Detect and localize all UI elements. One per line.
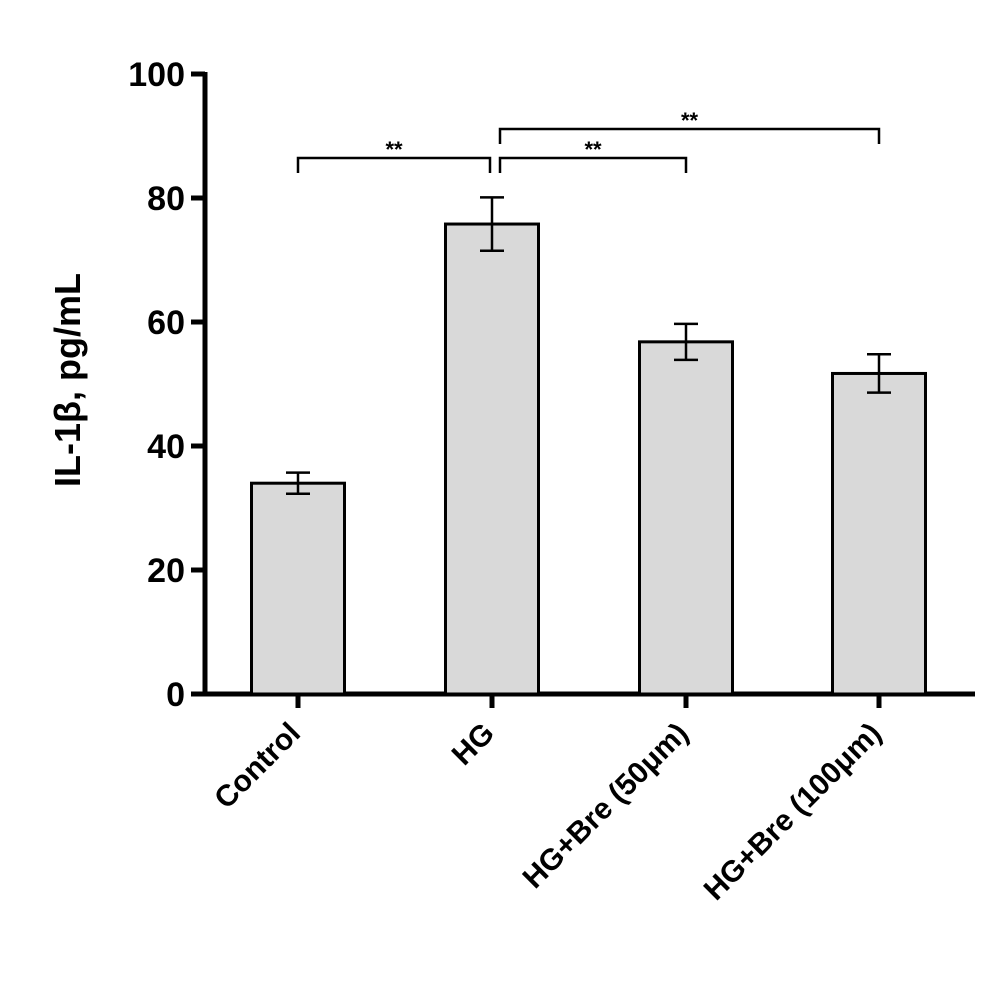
y-axis-title: IL-1β, pg/mL <box>47 273 88 487</box>
y-tick-label: 100 <box>128 56 185 94</box>
bar <box>250 481 346 696</box>
y-tick-label: 60 <box>147 304 185 342</box>
significance-label: ** <box>385 137 403 162</box>
error-bar <box>286 471 310 495</box>
error-bars <box>286 196 891 495</box>
error-bar <box>867 352 891 394</box>
y-tick-label: 20 <box>147 552 185 590</box>
bar <box>638 340 734 696</box>
significance-label: ** <box>681 108 699 133</box>
significance-label: ** <box>584 137 602 162</box>
y-tick-label: 0 <box>166 676 185 714</box>
y-tick-label: 40 <box>147 428 185 466</box>
bar <box>444 222 540 696</box>
error-bar <box>480 196 504 252</box>
bars <box>250 222 927 696</box>
y-tick-label: 80 <box>147 180 185 218</box>
bar <box>831 371 927 696</box>
significance-bracket: ** <box>296 137 492 173</box>
x-axis: Control HG HG+Bre (50μm) HG+Bre (100μm) <box>203 691 975 907</box>
error-bar <box>674 322 698 362</box>
y-axis: 0 20 40 60 80 100 <box>128 56 208 714</box>
x-category-label: HG <box>446 717 501 772</box>
significance-brackets: ** ** ** <box>296 108 881 173</box>
significance-bracket: ** <box>498 137 688 173</box>
x-category-label: HG+Bre (100μm) <box>698 717 888 907</box>
x-category-label: Control <box>208 717 307 816</box>
significance-bracket: ** <box>498 108 881 144</box>
x-category-label: HG+Bre (50μm) <box>517 717 695 895</box>
